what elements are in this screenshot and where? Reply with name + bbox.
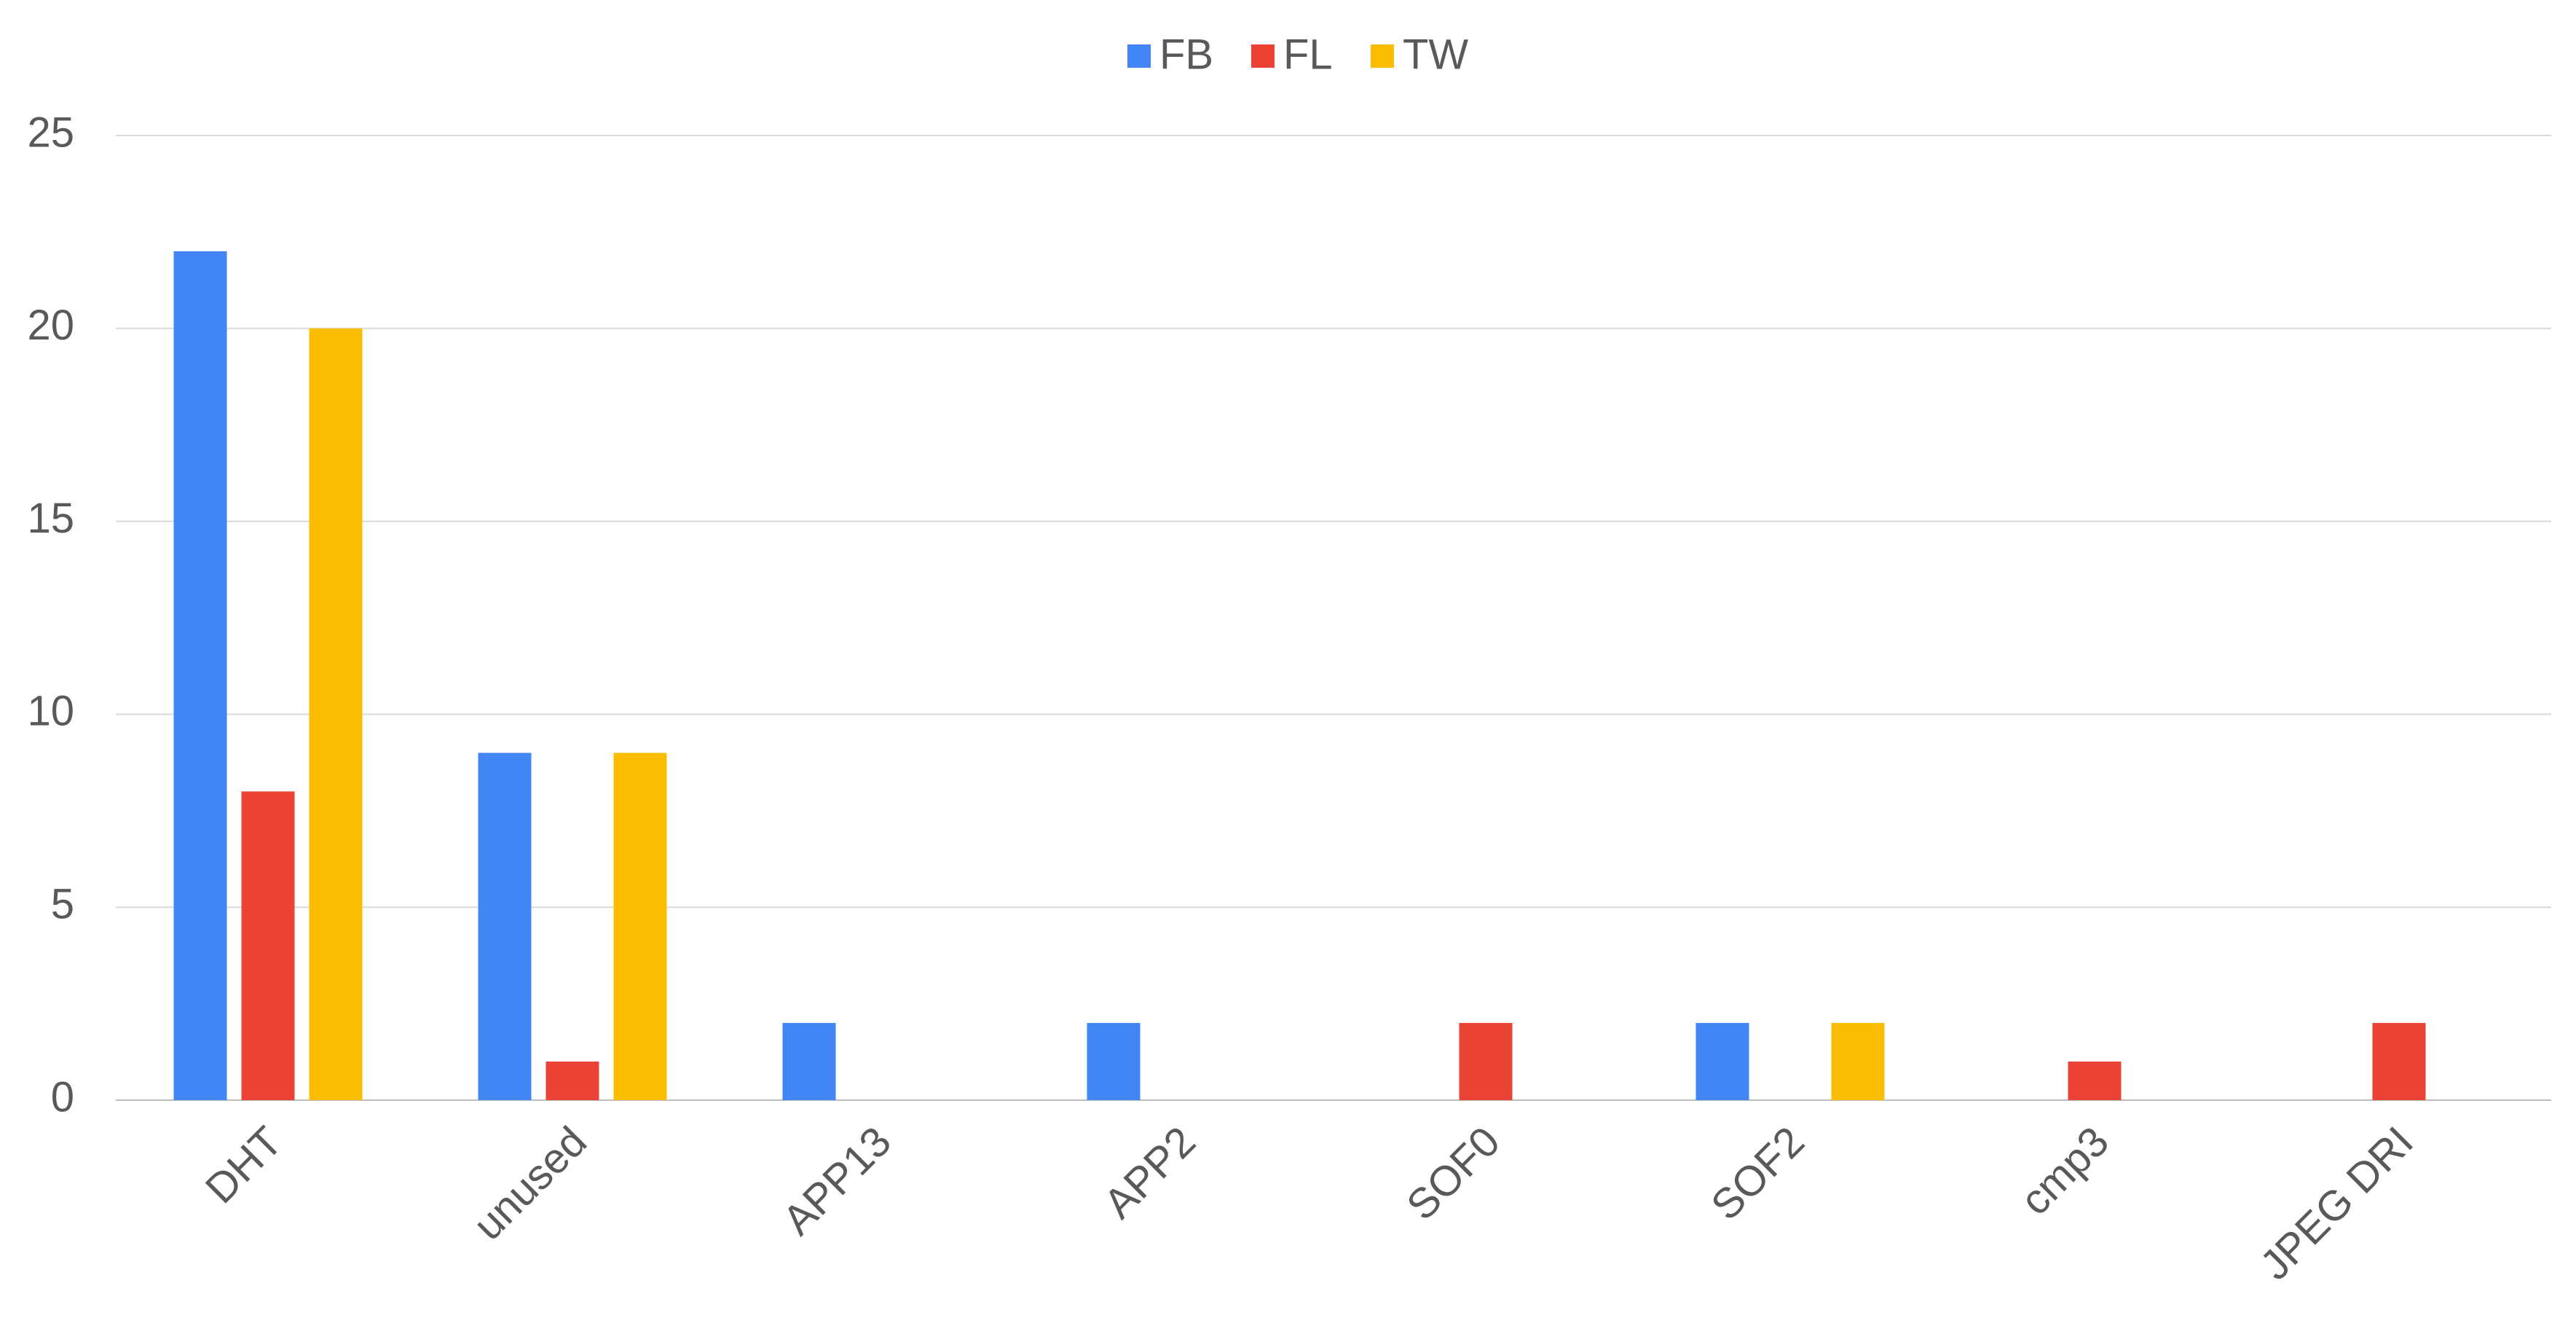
y-tick-label: 15 xyxy=(27,495,74,542)
y-tick-label: 5 xyxy=(51,881,74,928)
legend-label: FB xyxy=(1159,31,1213,78)
bar xyxy=(545,1062,599,1100)
y-tick-label: 0 xyxy=(51,1073,74,1121)
bar xyxy=(2068,1062,2122,1100)
x-tick-label: APP2 xyxy=(1095,1118,1205,1228)
bar xyxy=(1087,1023,1141,1100)
x-tick-label: SOF2 xyxy=(1702,1118,1813,1229)
x-tick-label: APP13 xyxy=(773,1118,900,1244)
y-tick-label: 25 xyxy=(27,109,74,156)
y-tick-label: 20 xyxy=(27,302,74,349)
legend-label: FL xyxy=(1283,31,1333,78)
x-tick-label: unused xyxy=(465,1118,596,1249)
bar xyxy=(1695,1023,1749,1100)
bar xyxy=(309,328,363,1100)
x-tick-label: DHT xyxy=(197,1118,291,1212)
bar xyxy=(241,791,295,1100)
y-tick-label: 10 xyxy=(27,688,74,735)
legend-label: TW xyxy=(1403,31,1468,78)
bar xyxy=(1459,1023,1513,1100)
legend-swatch xyxy=(1251,44,1275,68)
bar xyxy=(478,753,532,1100)
bar xyxy=(2372,1023,2426,1100)
bar xyxy=(613,753,667,1100)
x-tick-label: cmp3 xyxy=(2012,1118,2118,1224)
x-tick-label: JPEG DRI xyxy=(2251,1118,2422,1289)
bar xyxy=(782,1023,836,1100)
legend-swatch xyxy=(1127,44,1151,68)
x-tick-label: SOF0 xyxy=(1398,1118,1509,1229)
legend-swatch xyxy=(1371,44,1394,68)
bar xyxy=(173,251,227,1100)
bar xyxy=(1831,1023,1885,1100)
